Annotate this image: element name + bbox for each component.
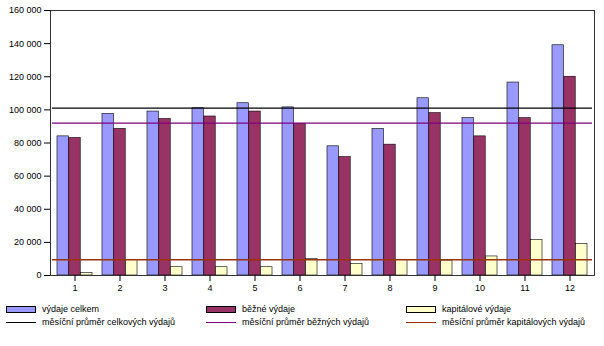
html-text:měsíční průměr celkových výdaj: měsíční průměr celkových výdajů (42, 317, 176, 327)
html-text:výdaje celkem: výdaje celkem (42, 304, 99, 314)
svg-text:11: 11 (520, 283, 529, 293)
svg-text:40 000: 40 000 (14, 204, 42, 214)
svg-text:12: 12 (565, 283, 575, 293)
svg-text:5: 5 (252, 283, 257, 293)
svg-text:160 000: 160 000 (9, 5, 42, 15)
svg-text:1: 1 (72, 283, 77, 293)
svg-text:10: 10 (475, 283, 485, 293)
html-text:měsíční průměr běžných výdajů: měsíční průměr běžných výdajů (242, 317, 370, 327)
svg-text:20 000: 20 000 (14, 237, 42, 247)
svg-text:100 000: 100 000 (9, 105, 42, 115)
svg-text:140 000: 140 000 (9, 39, 42, 49)
html-text:běžné výdaje: běžné výdaje (242, 304, 295, 314)
svg-text:6: 6 (297, 283, 302, 293)
svg-text:7: 7 (342, 283, 347, 293)
svg-text:2: 2 (117, 283, 122, 293)
html-text:měsíční průměr kapitálových vý: měsíční průměr kapitálových výdajů (442, 317, 586, 327)
svg-text:0: 0 (36, 270, 41, 280)
html-text:kapitálové výdaje: kapitálové výdaje (442, 304, 511, 314)
svg-text:80 000: 80 000 (14, 138, 42, 148)
svg-text:3: 3 (162, 283, 167, 293)
svg-text:9: 9 (432, 283, 437, 293)
svg-text:4: 4 (207, 283, 212, 293)
svg-text:8: 8 (387, 283, 392, 293)
svg-text:60 000: 60 000 (14, 171, 42, 181)
svg-text:120 000: 120 000 (9, 72, 42, 82)
